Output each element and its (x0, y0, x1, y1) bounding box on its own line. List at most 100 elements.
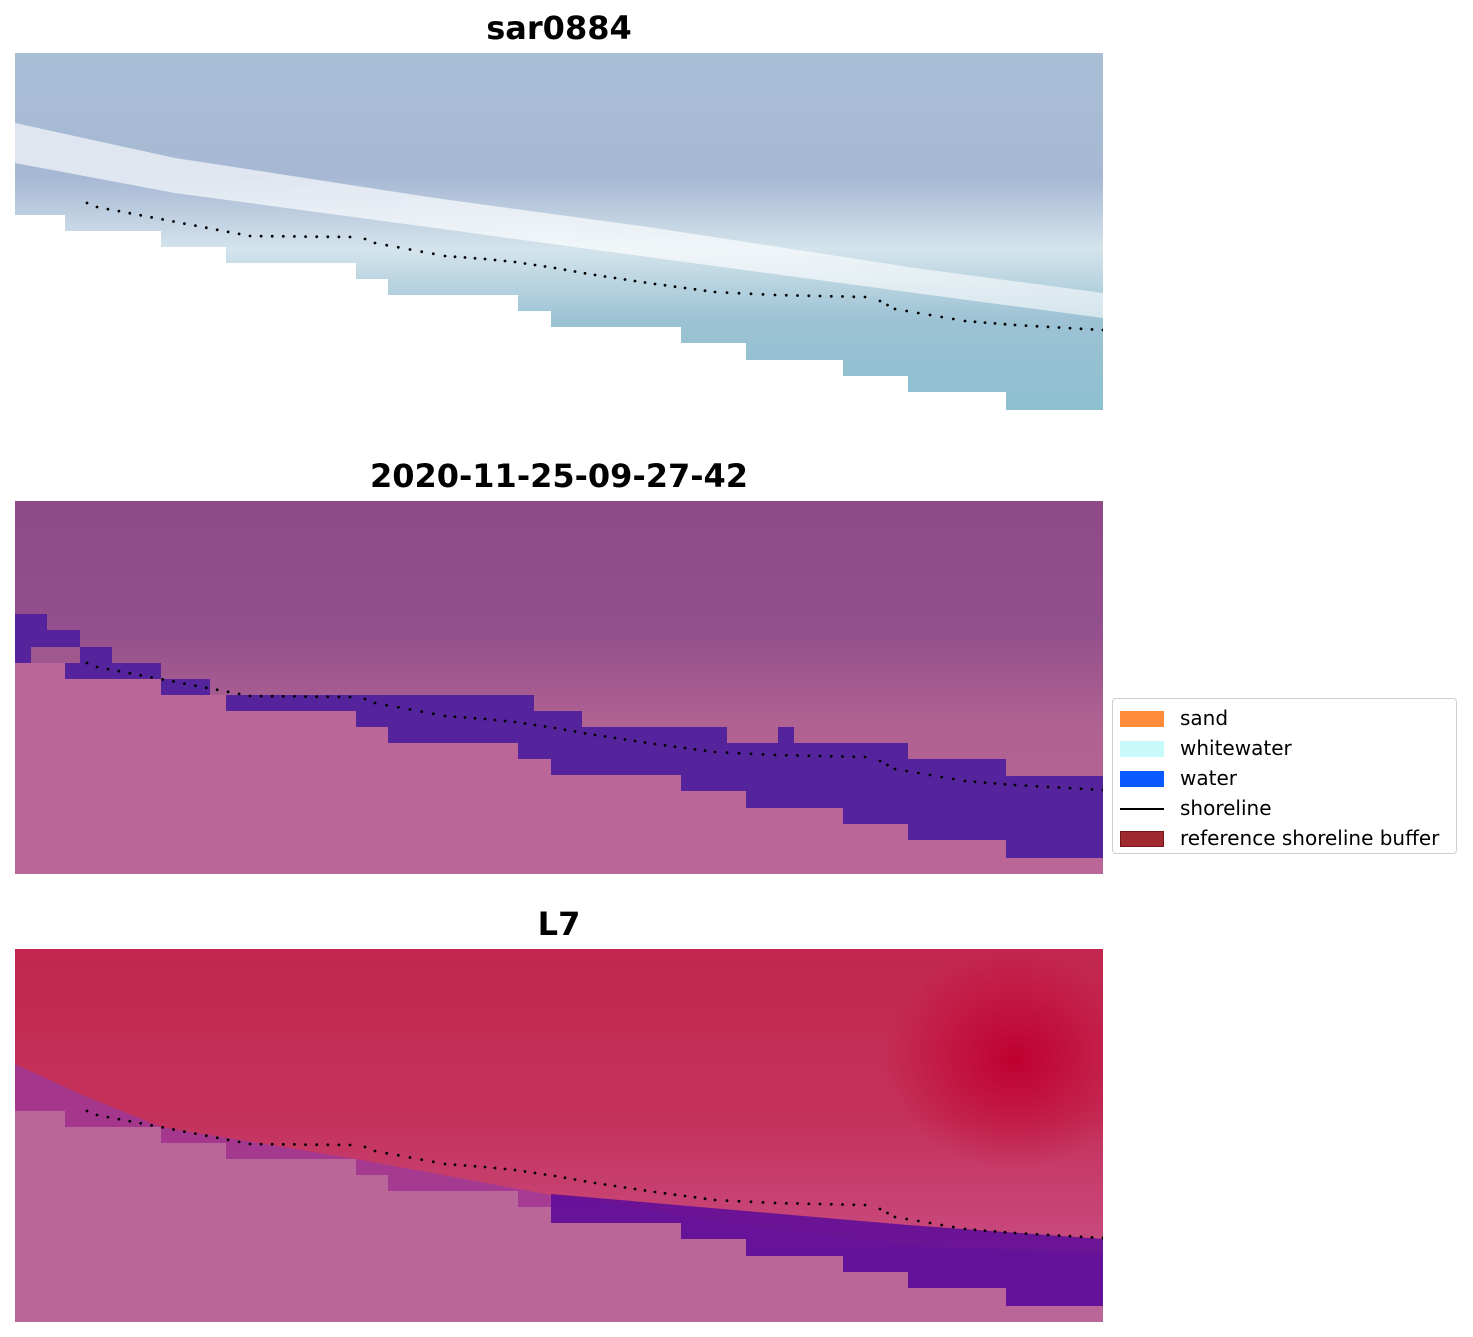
shoreline-dot (563, 1176, 567, 1180)
shoreline-dot (523, 722, 527, 725)
panel-title-sar0884: sar0884 (486, 9, 632, 47)
shoreline-dot (226, 1138, 230, 1142)
shoreline-dot (852, 295, 856, 299)
satellite-image-panel (15, 53, 1103, 410)
shoreline-dot (543, 265, 547, 268)
shoreline-dot (725, 1199, 729, 1202)
shoreline-dot (194, 224, 197, 228)
shoreline-dot (95, 665, 99, 669)
shoreline-dot (841, 295, 844, 298)
shoreline-dot (683, 1194, 687, 1198)
shoreline-dot (304, 235, 307, 239)
shoreline-dot (1003, 1230, 1007, 1234)
shoreline-dot (363, 237, 367, 241)
shoreline-dot (749, 1200, 753, 1204)
shoreline-dot (204, 686, 208, 690)
legend-item-water: water (1113, 763, 1456, 790)
shoreline-dot (683, 286, 687, 290)
shoreline-dot (1079, 327, 1083, 331)
shoreline-dot (573, 730, 577, 733)
sand-swatch (1120, 711, 1164, 727)
shoreline-dot (725, 291, 729, 294)
shoreline-dot (928, 313, 932, 317)
shoreline-dot (408, 248, 412, 251)
shoreline-dot (85, 201, 89, 205)
shoreline-dot (653, 282, 657, 286)
shoreline-dot (161, 218, 165, 221)
shoreline-dot (623, 1186, 627, 1189)
shoreline-dot (85, 1109, 89, 1113)
shoreline-dot (1024, 324, 1028, 327)
index-image-panel (15, 949, 1103, 1322)
shoreline-dot (951, 777, 955, 781)
shoreline-dot (603, 275, 607, 278)
shoreline-dot (523, 1170, 527, 1173)
shoreline-dot (443, 714, 447, 718)
shoreline-dot (693, 1195, 697, 1199)
whitewater-band (15, 123, 1103, 318)
shoreline-dot (818, 1202, 822, 1206)
shoreline-dot (226, 230, 230, 234)
shoreline-dot (905, 309, 909, 313)
shoreline-dot (761, 293, 765, 296)
shoreline-dot (863, 295, 867, 299)
shoreline-dot (237, 232, 241, 236)
legend-item-whitewater: whitewater (1113, 733, 1456, 760)
shoreline-dot (623, 278, 627, 281)
shoreline-dot (431, 1160, 435, 1164)
shoreline-dot (270, 694, 274, 698)
shoreline-dot (396, 705, 400, 709)
shoreline-dot (248, 1142, 252, 1146)
shoreline-dot (337, 235, 341, 239)
shoreline-dot (963, 319, 967, 323)
shoreline-dot (1101, 328, 1103, 332)
shoreline-dot (928, 773, 932, 777)
shoreline-dot (613, 276, 617, 280)
shoreline-dot (893, 767, 897, 771)
shoreline-dot (259, 234, 263, 238)
land-strip (31, 647, 80, 663)
shoreline-dot (483, 257, 487, 261)
shoreline-dot (150, 676, 154, 679)
shoreline-dot (363, 1145, 367, 1149)
shoreline-dot (172, 1128, 175, 1131)
shoreline-dot (503, 719, 507, 723)
shoreline-dots-2 (85, 661, 1103, 792)
shoreline-dot (513, 1168, 517, 1172)
shoreline-dot (841, 1203, 844, 1206)
shoreline-dot (583, 731, 587, 735)
shoreline-dot (106, 667, 110, 671)
shoreline-dot (161, 1126, 165, 1129)
shoreline-dot (863, 1203, 867, 1207)
shoreline-dot (593, 1181, 597, 1185)
shoreline-dot (128, 1119, 132, 1123)
shoreline-dot (1101, 1236, 1103, 1240)
shoreline-dot (348, 695, 352, 699)
shoreline-dot (563, 268, 567, 272)
shoreline-dot (1024, 1232, 1028, 1235)
shoreline-dot (796, 754, 799, 757)
whitewater-swatch (1120, 741, 1164, 757)
shoreline-dot (270, 1142, 274, 1146)
shoreline-dot (215, 1136, 219, 1140)
shoreline-dot (117, 209, 121, 213)
shoreline-dot (963, 1227, 967, 1231)
shoreline-dot (773, 753, 777, 757)
shoreline-dot (204, 1134, 208, 1138)
water-class (15, 614, 1103, 858)
shoreline-dot (533, 723, 537, 727)
shoreline-dot (643, 741, 647, 744)
shoreline-dot (878, 299, 882, 303)
shoreline-dot (573, 1178, 577, 1181)
shoreline-dot (237, 692, 241, 696)
shoreline-dot (653, 742, 657, 746)
shoreline-dot (172, 680, 175, 683)
high-index-zone (885, 949, 1103, 1169)
legend-label-shoreline: shoreline (1180, 796, 1272, 820)
shoreline-dot (673, 745, 677, 749)
shoreline-dot (420, 1158, 424, 1162)
shoreline-dot (737, 1199, 741, 1203)
shoreline-dot (940, 315, 944, 319)
classified-image-panel (15, 501, 1103, 874)
shoreline-dot (493, 1166, 497, 1170)
